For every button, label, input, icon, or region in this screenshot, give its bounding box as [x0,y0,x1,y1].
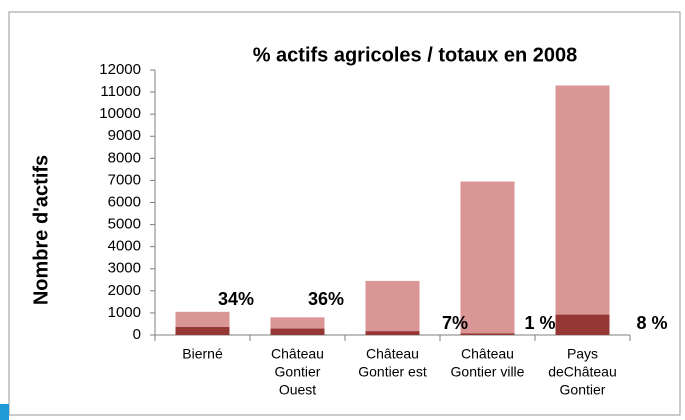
bar [365,280,420,335]
x-tick-label: Château [271,346,324,362]
annotation: 34% [218,289,254,309]
x-tick-label: deChâteau [548,364,617,380]
y-tick-label: 9000 [108,127,141,144]
bar [460,181,515,335]
y-tick-label: 7000 [108,171,141,188]
y-tick-label: 8000 [108,149,141,166]
x-tick-label: Pays [567,346,598,362]
x-tick-label: Gontier [275,364,321,380]
y-tick-label: 3000 [108,260,141,277]
annotation: 8 % [636,313,667,333]
y-tick-label: 1000 [108,304,141,321]
y-tick-label: 12000 [99,61,141,78]
x-tick-label: Gontier ville [451,364,525,380]
bar [555,85,610,335]
bar [175,327,230,335]
bar [365,331,420,335]
x-tick-label: Gontier [560,382,606,398]
x-tick-label: Château [366,346,419,362]
y-tick-label: 4000 [108,238,141,255]
annotation: 7% [442,313,468,333]
y-tick-label: 6000 [108,193,141,210]
x-tick-label: Gontier est [358,364,427,380]
chart-title: % actifs agricoles / totaux en 2008 [253,44,578,66]
y-tick-label: 10000 [99,105,141,122]
bar [460,333,515,335]
x-tick-label: Ouest [279,382,316,398]
y-axis-label: Nombre d'actifs [30,155,52,305]
y-tick-label: 0 [133,326,141,343]
annotation: 1 % [524,313,555,333]
x-tick-label: Château [461,346,514,362]
y-tick-label: 2000 [108,282,141,299]
x-tick-label: Bierné [182,346,223,362]
bar [270,328,325,335]
corner-marker [0,404,9,420]
annotation: 36% [308,289,344,309]
bar [555,314,610,335]
y-tick-label: 11000 [100,83,141,100]
y-tick-label: 5000 [108,216,141,233]
